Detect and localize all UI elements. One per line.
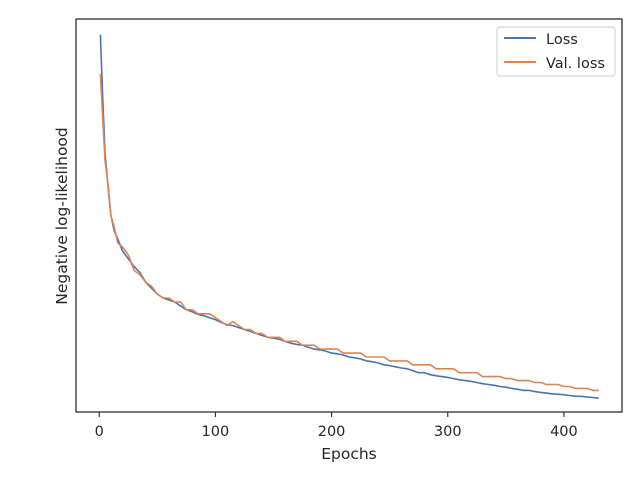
axes-frame <box>75 18 623 413</box>
plot-layer <box>99 34 599 399</box>
series-line-loss <box>99 34 599 399</box>
x-tick-label: 400 <box>550 424 578 440</box>
legend-label-val-loss: Val. loss <box>546 56 605 72</box>
x-tick-label: 100 <box>202 424 230 440</box>
series-line-val-loss <box>99 73 599 392</box>
x-axis-ticks: 0 100 200 300 400 <box>95 412 578 440</box>
legend-label-loss: Loss <box>546 32 578 48</box>
x-tick-label: 200 <box>318 424 346 440</box>
x-tick-label: 300 <box>434 424 462 440</box>
legend-box <box>496 26 616 77</box>
x-tick-label: 0 <box>95 424 104 440</box>
y-axis-label: Negative log-likelihood <box>53 127 71 305</box>
x-axis-label: Epochs <box>321 445 377 463</box>
legend: Loss Val. loss <box>496 26 616 77</box>
